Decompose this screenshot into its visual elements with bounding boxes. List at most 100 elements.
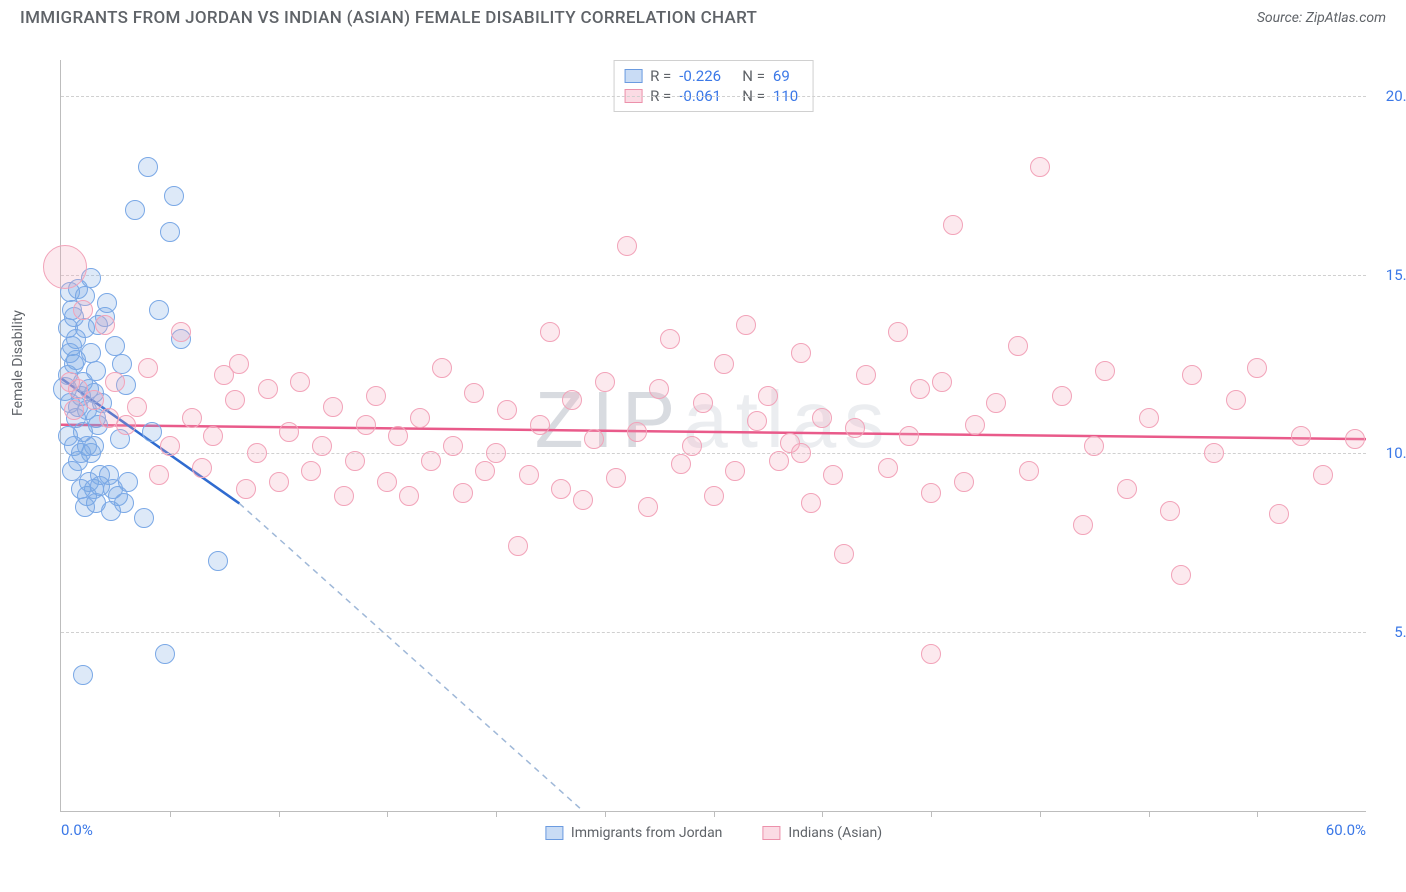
- data-point: [81, 343, 101, 363]
- data-point: [208, 551, 228, 571]
- data-point: [410, 408, 430, 428]
- x-tick: [496, 811, 497, 817]
- data-point: [453, 483, 473, 503]
- data-point: [312, 436, 332, 456]
- stat-row-blue: R = -0.226 N = 69: [624, 67, 803, 85]
- data-point: [1030, 157, 1050, 177]
- data-point: [954, 472, 974, 492]
- x-tick: [1040, 811, 1041, 817]
- data-point: [497, 400, 517, 420]
- r-value-blue: -0.226: [679, 67, 734, 85]
- data-point: [1019, 461, 1039, 481]
- data-point: [138, 358, 158, 378]
- data-point: [704, 486, 724, 506]
- data-point: [1171, 565, 1191, 585]
- data-point: [125, 200, 145, 220]
- data-point: [160, 222, 180, 242]
- data-point: [1269, 504, 1289, 524]
- data-point: [192, 458, 212, 478]
- data-point: [71, 479, 91, 499]
- data-point: [932, 372, 952, 392]
- gridline-h: [61, 275, 1366, 276]
- data-point: [142, 422, 162, 442]
- y-tick-label: 10.0%: [1386, 444, 1406, 462]
- data-point: [164, 186, 184, 206]
- data-point: [236, 479, 256, 499]
- gridline-h: [61, 632, 1366, 633]
- x-tick: [387, 811, 388, 817]
- data-point: [725, 461, 745, 481]
- data-point: [279, 422, 299, 442]
- data-point: [182, 408, 202, 428]
- data-point: [366, 386, 386, 406]
- data-point: [84, 390, 104, 410]
- data-point: [758, 386, 778, 406]
- data-point: [421, 451, 441, 471]
- source-attribution: Source: ZipAtlas.com: [1257, 10, 1386, 26]
- data-point: [508, 536, 528, 556]
- data-point: [138, 157, 158, 177]
- data-point: [323, 397, 343, 417]
- x-tick: [822, 811, 823, 817]
- data-point: [595, 372, 615, 392]
- y-axis-label: Female Disability: [10, 310, 26, 416]
- legend-item-pink: Indians (Asian): [762, 825, 882, 841]
- swatch-pink-icon: [762, 826, 780, 840]
- data-point: [899, 426, 919, 446]
- data-point: [519, 465, 539, 485]
- data-point: [551, 479, 571, 499]
- data-point: [1182, 365, 1202, 385]
- data-point: [878, 458, 898, 478]
- data-point: [97, 293, 117, 313]
- data-point: [1313, 465, 1333, 485]
- data-point: [1008, 336, 1028, 356]
- data-point: [127, 397, 147, 417]
- data-point: [62, 461, 82, 481]
- data-point: [43, 245, 87, 289]
- data-point: [160, 436, 180, 456]
- data-point: [60, 343, 80, 363]
- data-point: [1345, 429, 1365, 449]
- legend-bottom: Immigrants from Jordan Indians (Asian): [545, 825, 882, 841]
- header: IMMIGRANTS FROM JORDAN VS INDIAN (ASIAN)…: [0, 0, 1406, 32]
- data-point: [258, 379, 278, 399]
- data-point: [1204, 443, 1224, 463]
- data-point: [856, 365, 876, 385]
- data-point: [1226, 390, 1246, 410]
- gridline-h: [61, 96, 1366, 97]
- trend-lines: [61, 60, 1366, 811]
- data-point: [356, 415, 376, 435]
- data-point: [334, 486, 354, 506]
- data-point: [71, 443, 91, 463]
- data-point: [155, 644, 175, 664]
- data-point: [714, 354, 734, 374]
- stats-legend-box: R = -0.226 N = 69 R = -0.061 N = 110: [613, 60, 814, 112]
- data-point: [693, 393, 713, 413]
- data-point: [1291, 426, 1311, 446]
- data-point: [345, 451, 365, 471]
- data-point: [540, 322, 560, 342]
- data-point: [203, 426, 223, 446]
- data-point: [736, 315, 756, 335]
- swatch-blue-icon: [545, 826, 563, 840]
- data-point: [573, 490, 593, 510]
- data-point: [606, 468, 626, 488]
- data-point: [627, 422, 647, 442]
- data-point: [73, 300, 93, 320]
- data-point: [464, 383, 484, 403]
- y-tick-label: 20.0%: [1386, 87, 1406, 105]
- swatch-blue-icon: [624, 69, 642, 83]
- data-point: [225, 390, 245, 410]
- data-point: [75, 497, 95, 517]
- data-point: [1095, 361, 1115, 381]
- data-point: [229, 354, 249, 374]
- data-point: [103, 479, 123, 499]
- data-point: [247, 443, 267, 463]
- data-point: [1073, 515, 1093, 535]
- n-value-blue: 69: [773, 67, 803, 85]
- x-tick-label: 0.0%: [61, 821, 93, 839]
- data-point: [58, 318, 78, 338]
- data-point: [1247, 358, 1267, 378]
- x-tick: [1149, 811, 1150, 817]
- data-point: [443, 436, 463, 456]
